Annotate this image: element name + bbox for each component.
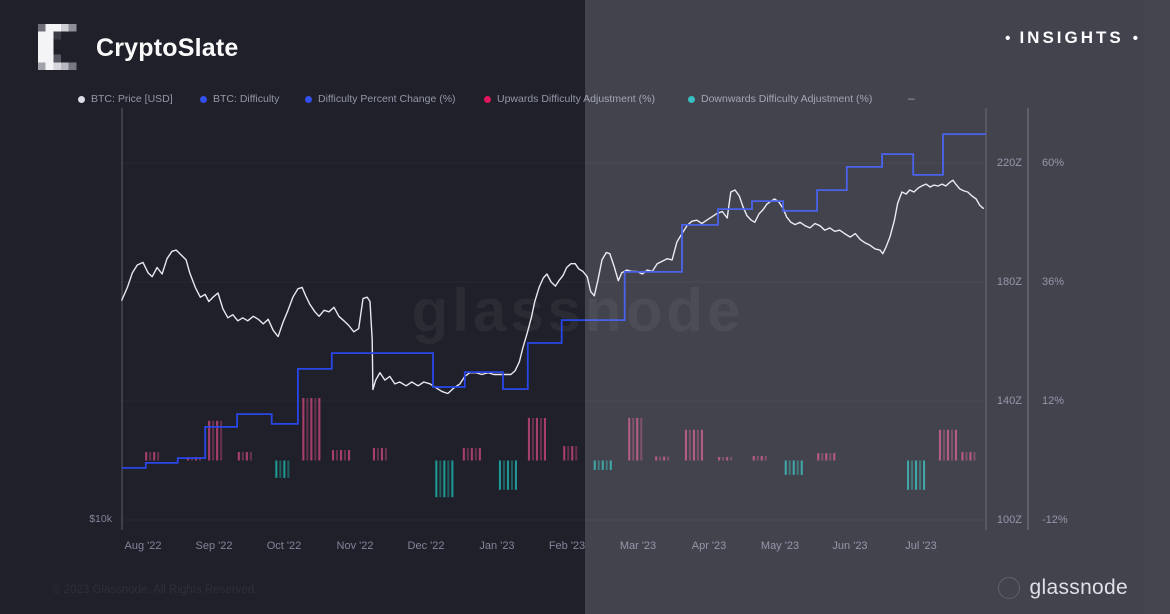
legend-label: Difficulty Percent Change (%) <box>318 93 456 105</box>
x-tick-month: Aug '22 <box>124 540 162 552</box>
copyright-text: © 2023 Glassnode. All Rights Reserved. <box>52 584 258 596</box>
y-tick-percent: 60% <box>1042 157 1065 169</box>
y-tick-difficulty: 220Z <box>996 157 1022 169</box>
difficulty-line <box>121 133 987 469</box>
x-tick-month: Jan '23 <box>479 540 515 552</box>
x-tick-month: Nov '22 <box>336 540 374 552</box>
insights-badge: • INSIGHTS • <box>1005 28 1138 48</box>
upwards-adjustment-dot-icon <box>484 95 491 103</box>
badge-right-dot: • <box>1132 29 1138 47</box>
x-tick-month: Jul '23 <box>905 540 937 552</box>
badge-label: INSIGHTS <box>1019 28 1124 47</box>
y-tick-difficulty: 140Z <box>996 395 1022 407</box>
legend-label: Upwards Difficulty Adjustment (%) <box>497 93 655 105</box>
badge-left-dot: • <box>1005 29 1011 47</box>
price-line <box>121 179 984 395</box>
legend-item-difficulty[interactable]: BTC: Difficulty <box>200 93 279 105</box>
difficulty-dot-icon <box>200 95 207 103</box>
legend-collapse-icon[interactable]: – <box>908 91 915 105</box>
y-tick-percent: 12% <box>1042 395 1065 407</box>
legend-item-price[interactable]: BTC: Price [USD] <box>78 93 173 105</box>
legend-label: BTC: Price [USD] <box>91 93 173 105</box>
brand-title: CryptoSlate <box>96 34 239 62</box>
x-tick-month: Feb '23 <box>548 540 586 552</box>
y-tick-percent: -12% <box>1042 514 1068 526</box>
percent-change-dot-icon <box>305 95 312 103</box>
x-tick-month: Oct '22 <box>266 540 302 552</box>
x-tick-month: May '23 <box>760 540 800 552</box>
down_adjust-bars <box>275 460 926 498</box>
legend-item-downwards-adjustment[interactable]: Downwards Difficulty Adjustment (%) <box>688 93 872 105</box>
glassnode-wordmark: glassnode <box>1029 576 1128 599</box>
y-tick-difficulty: 180Z <box>996 276 1022 288</box>
x-tick-month: Dec '22 <box>407 540 445 552</box>
legend-label: Downwards Difficulty Adjustment (%) <box>701 93 873 105</box>
glassnode-mark-icon <box>997 577 1020 599</box>
cryptoslate-logo-icon <box>38 24 84 75</box>
legend-label: BTC: Difficulty <box>213 93 280 105</box>
x-tick-month: Apr '23 <box>691 540 727 552</box>
x-tick-month: Jun '23 <box>832 540 868 552</box>
price-dot-icon <box>78 95 85 103</box>
x-tick-month: Sep '22 <box>195 540 233 552</box>
glassnode-watermark: glassnode <box>411 277 745 344</box>
legend-item-percent-change[interactable]: Difficulty Percent Change (%) <box>305 93 456 105</box>
y-tick-percent: 36% <box>1042 276 1065 288</box>
downwards-adjustment-dot-icon <box>688 95 695 103</box>
x-tick-month: Mar '23 <box>619 540 657 552</box>
legend-item-upwards-adjustment[interactable]: Upwards Difficulty Adjustment (%) <box>484 93 655 105</box>
chart-legend: BTC: Price [USD] BTC: Difficulty Difficu… <box>0 91 1170 109</box>
y-tick-difficulty: 100Z <box>996 514 1022 526</box>
y-left-price-label: $10k <box>89 513 112 525</box>
glassnode-footer-brand: glassnode <box>997 576 1128 600</box>
